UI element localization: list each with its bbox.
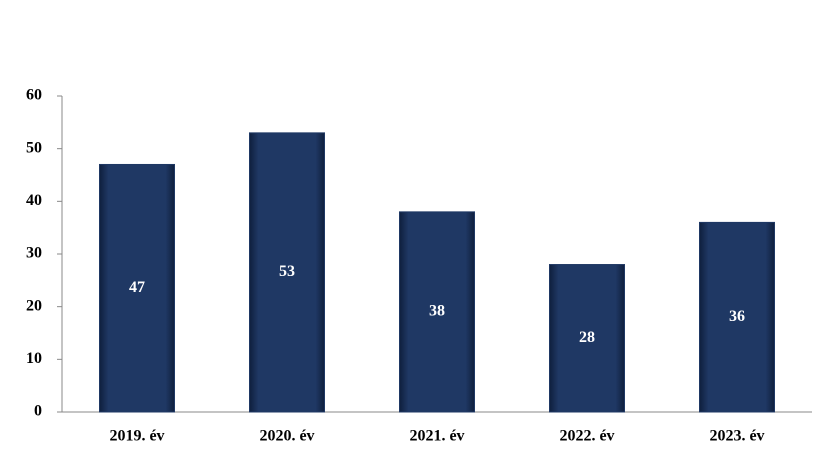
x-tick-label: 2023. év bbox=[709, 428, 764, 445]
x-tick-label: 2022. év bbox=[559, 428, 614, 445]
bar bbox=[699, 221, 775, 413]
y-tick-label: 50 bbox=[26, 139, 42, 156]
y-tick-label: 20 bbox=[26, 297, 42, 314]
bar bbox=[99, 163, 175, 413]
y-tick-label: 0 bbox=[34, 403, 42, 420]
bar bbox=[249, 132, 325, 413]
y-tick-label: 60 bbox=[26, 87, 42, 104]
y-tick-label: 10 bbox=[26, 350, 42, 367]
bar bbox=[399, 211, 475, 413]
x-tick-label: 2021. év bbox=[409, 428, 464, 445]
value-label: 38 bbox=[429, 303, 445, 320]
value-label: 28 bbox=[579, 329, 595, 346]
x-tick-label: 2020. év bbox=[259, 428, 314, 445]
x-tick-label: 2019. év bbox=[109, 428, 164, 445]
bar bbox=[549, 264, 625, 413]
y-tick-label: 40 bbox=[26, 192, 42, 209]
value-label: 53 bbox=[279, 263, 295, 280]
value-label: 47 bbox=[129, 279, 145, 296]
value-label: 36 bbox=[729, 308, 745, 325]
y-tick-label: 30 bbox=[26, 245, 42, 262]
